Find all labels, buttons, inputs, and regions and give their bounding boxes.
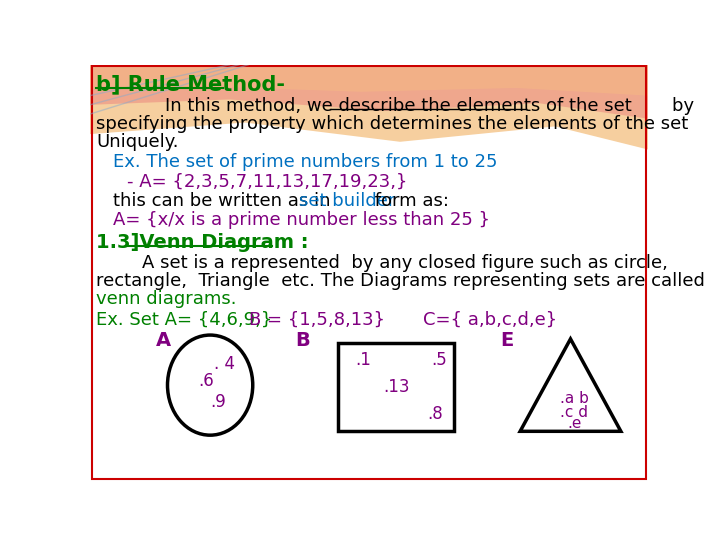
- Text: .a b: .a b: [560, 392, 589, 407]
- Text: .5: .5: [431, 350, 446, 369]
- Text: A= {x/x is a prime number less than 25 }: A= {x/x is a prime number less than 25 }: [113, 211, 490, 229]
- Text: 1.3]Venn Diagram :: 1.3]Venn Diagram :: [96, 233, 309, 252]
- Text: .13: .13: [383, 379, 410, 396]
- Text: b] Rule Method-: b] Rule Method-: [96, 75, 285, 95]
- Text: .e: .e: [567, 416, 582, 431]
- Text: .c d: .c d: [560, 404, 588, 420]
- Text: .8: .8: [427, 406, 443, 423]
- Polygon shape: [90, 65, 648, 150]
- Text: C={ a,b,c,d,e}: C={ a,b,c,d,e}: [423, 310, 557, 328]
- Text: this can be written as in: this can be written as in: [113, 192, 336, 210]
- Text: specifying the property which determines the elements of the set: specifying the property which determines…: [96, 115, 688, 133]
- Text: .6: .6: [199, 372, 214, 390]
- Text: E: E: [500, 331, 514, 350]
- Text: set builder: set builder: [300, 192, 395, 210]
- Polygon shape: [90, 65, 648, 119]
- Text: venn diagrams.: venn diagrams.: [96, 289, 237, 308]
- Text: form as:: form as:: [369, 192, 449, 210]
- Text: - A= {2,3,5,7,11,13,17,19,23,}: - A= {2,3,5,7,11,13,17,19,23,}: [127, 173, 408, 191]
- Text: Ex. The set of prime numbers from 1 to 25: Ex. The set of prime numbers from 1 to 2…: [113, 153, 498, 171]
- Text: Uniquely.: Uniquely.: [96, 132, 179, 151]
- Text: B: B: [295, 331, 310, 350]
- Text: .9: .9: [210, 393, 226, 411]
- Text: A set is a represented  by any closed figure such as circle,: A set is a represented by any closed fig…: [96, 254, 668, 272]
- Text: A: A: [156, 331, 171, 350]
- Text: In this method, we describe the elements of the set       by: In this method, we describe the elements…: [96, 97, 694, 115]
- Text: .1: .1: [355, 350, 371, 369]
- Bar: [338, 343, 454, 431]
- Text: Ex. Set A= {4,6,9,}: Ex. Set A= {4,6,9,}: [96, 310, 272, 328]
- Text: rectangle,  Triangle  etc. The Diagrams representing sets are called: rectangle, Triangle etc. The Diagrams re…: [96, 272, 705, 290]
- Polygon shape: [90, 65, 648, 96]
- Text: . 4: . 4: [214, 355, 235, 373]
- Text: B = {1,5,8,13}: B = {1,5,8,13}: [249, 310, 385, 328]
